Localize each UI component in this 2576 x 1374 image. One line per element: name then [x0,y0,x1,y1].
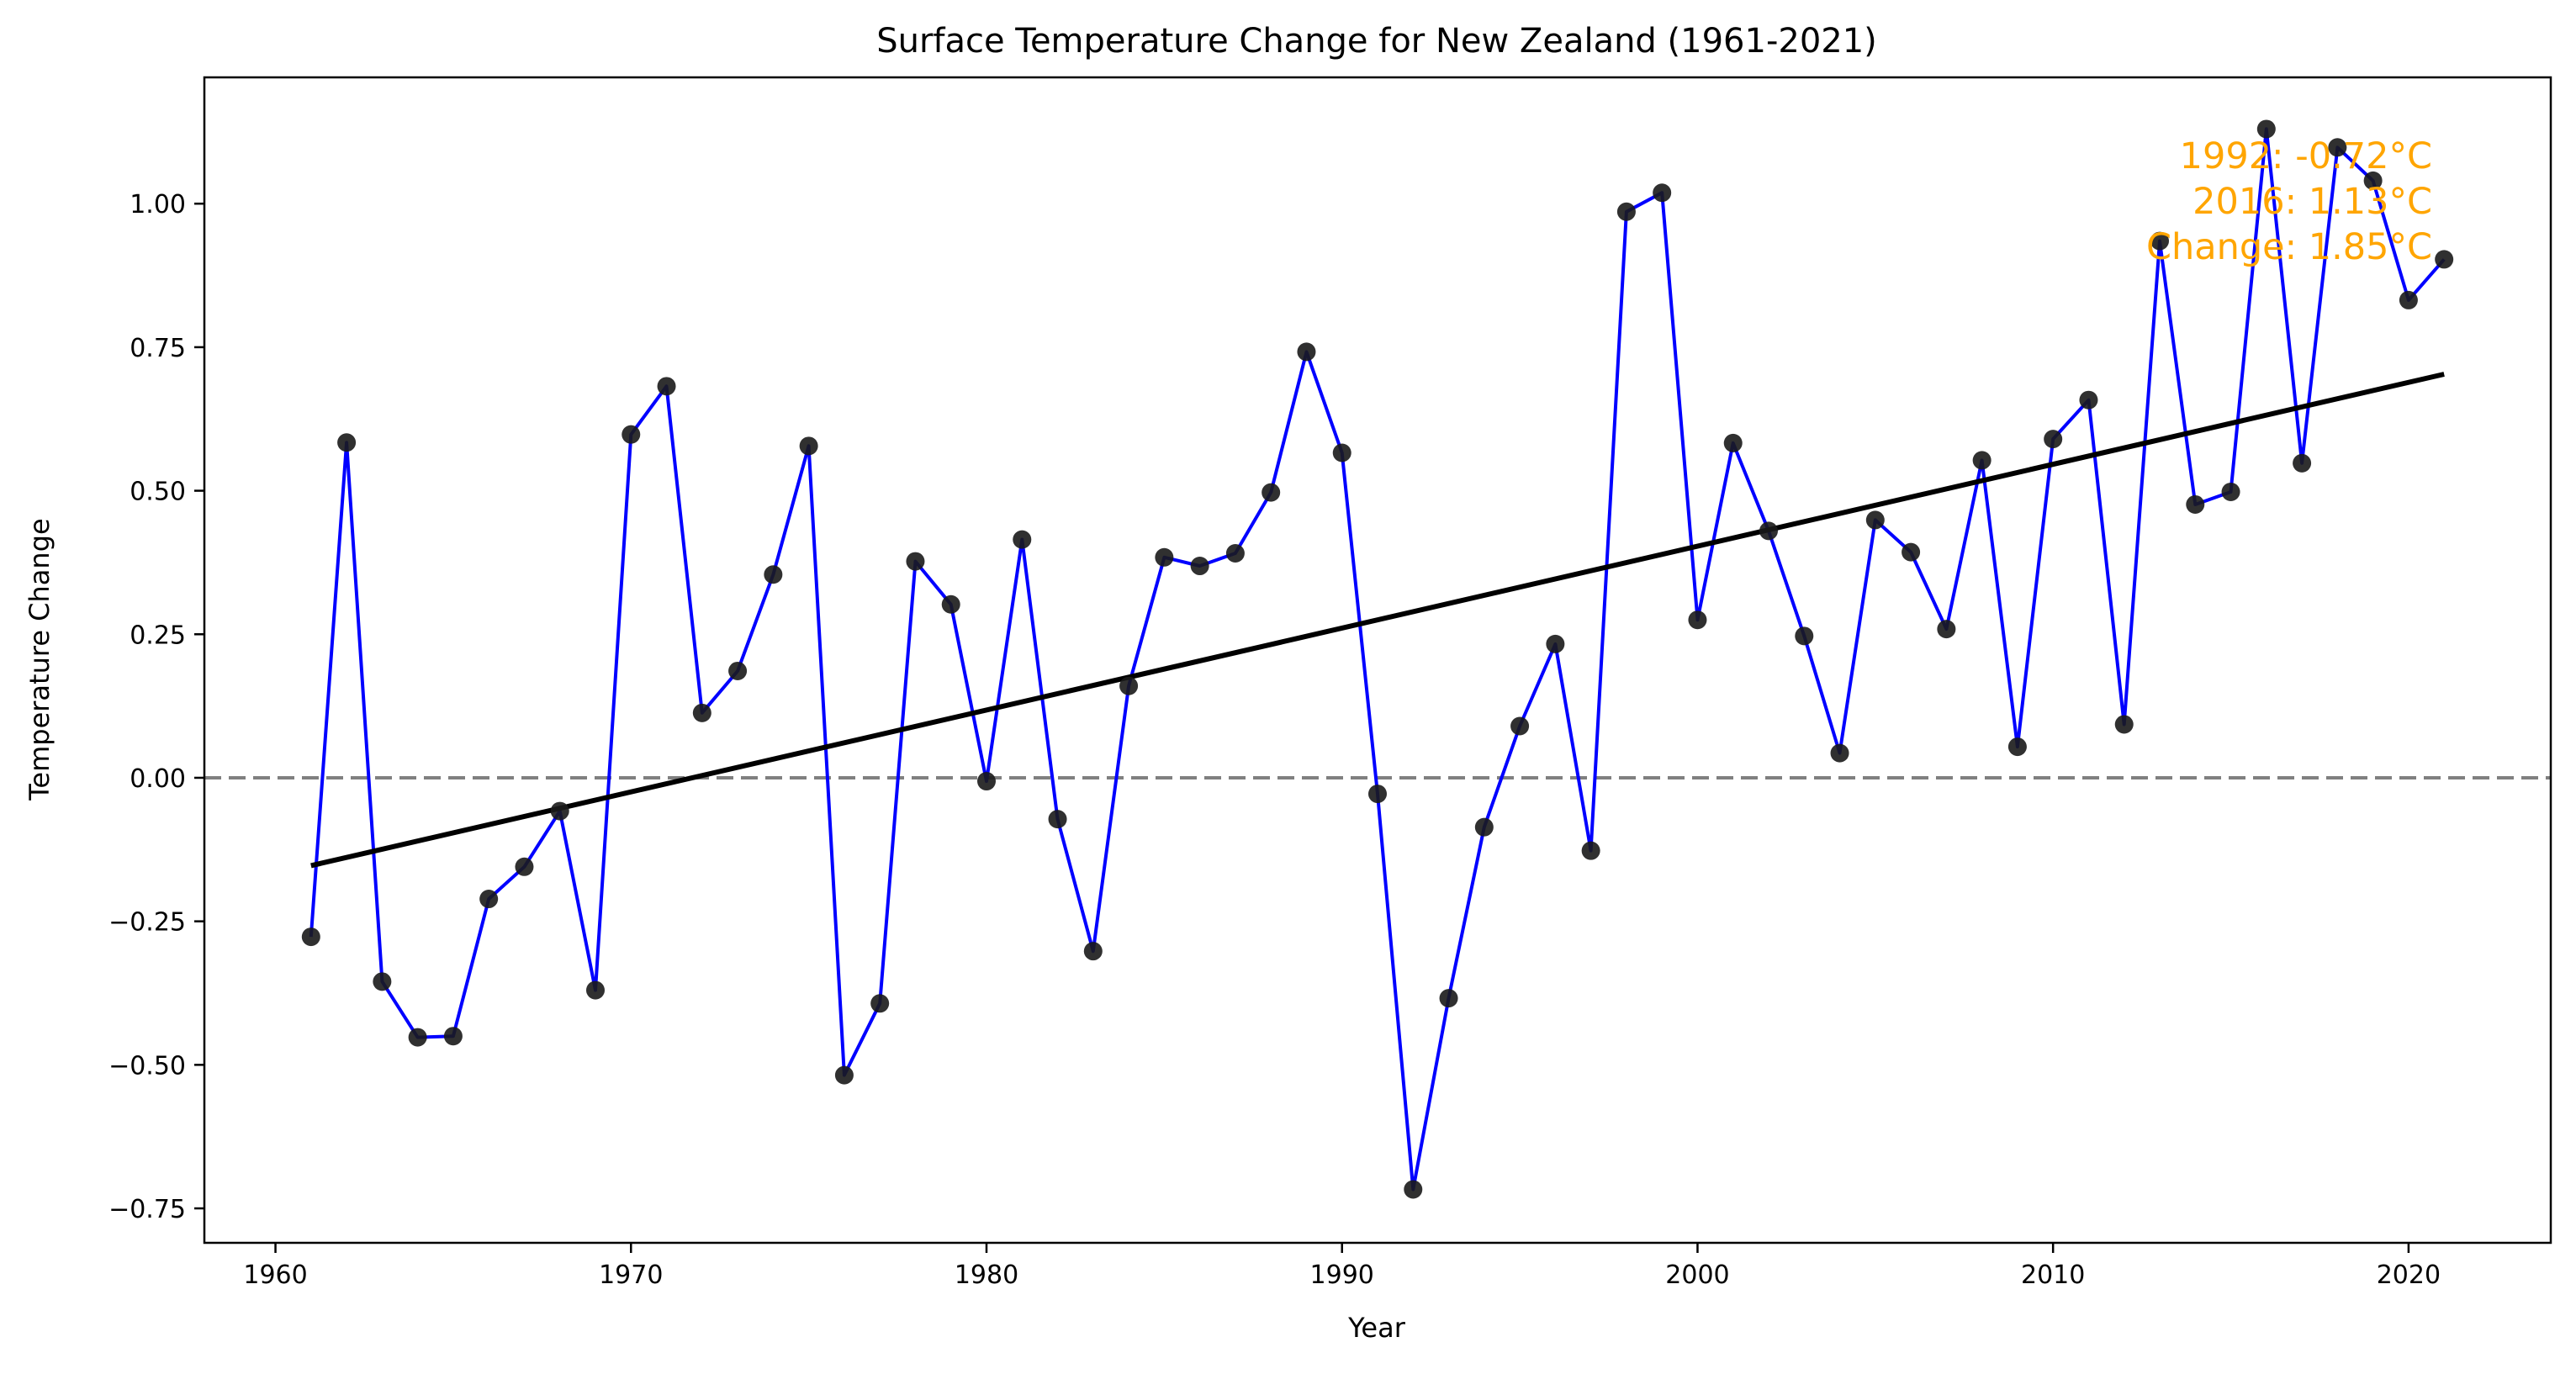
data-point [1616,202,1636,221]
data-point [2328,138,2347,157]
data-point [1688,610,1707,630]
data-point [1795,626,1814,646]
data-point [657,377,676,396]
y-tick-label: 0.50 [130,478,186,507]
data-point [2079,390,2098,410]
x-tick-label: 1970 [599,1260,663,1290]
data-point [622,425,641,444]
data-point [834,1065,854,1085]
data-point [1190,557,1209,576]
x-tick-label: 1980 [955,1260,1018,1290]
data-point [1581,841,1600,860]
data-point [586,980,605,1000]
data-point [1865,510,1885,530]
data-point [1474,817,1494,837]
data-point [373,972,392,991]
x-tick-label: 2000 [1665,1260,1729,1290]
data-point [2293,453,2312,473]
data-point [1048,810,1067,829]
x-tick-label: 2010 [2021,1260,2085,1290]
data-point [2114,715,2134,734]
data-point [764,565,783,584]
data-point [1262,483,1281,502]
x-tick-label: 1990 [1310,1260,1374,1290]
data-point [799,436,818,456]
data-point [2435,250,2454,269]
data-point [941,595,960,614]
y-tick-label: 0.75 [130,334,186,363]
data-point [1332,443,1351,462]
data-point [301,927,320,947]
data-point [2150,231,2169,251]
data-point [870,994,890,1013]
data-point [692,703,711,722]
data-point [1439,989,1458,1008]
annotation: 1992: -0.72°C 2016: 1.13°C Change: 1.85°… [2146,135,2432,268]
trend-line [310,372,2445,869]
axes-frame [203,76,2552,1245]
x-axis-label: Year [1347,1312,1406,1344]
data-point [1013,530,1032,549]
y-axis-label: Temperature Change [24,518,56,801]
data-point [2186,494,2205,514]
data-point [1902,542,1921,562]
data-point [408,1028,427,1047]
y-tick-label: −0.50 [108,1051,186,1081]
x-tick-label: 2020 [2377,1260,2441,1290]
data-point [1830,743,1849,763]
data-point [1972,451,1992,470]
y-tick-label: 0.00 [130,764,186,794]
data-point [1510,716,1530,736]
data-point [1546,634,1565,653]
y-tick-label: 0.25 [130,621,186,650]
x-tick-label: 1960 [243,1260,307,1290]
data-point [1225,544,1245,563]
data-point [1937,620,1956,639]
data-point [1653,183,1672,203]
data-point [906,552,925,571]
plot-area: 1960 1970 1980 1990 2000 2010 2020 −0.75 −0.50 −0… [108,76,2552,1290]
data-point [337,433,357,452]
annotation-line: 2016: 1.13°C [2193,181,2432,223]
data-point [2399,290,2418,309]
data-point [1297,342,1316,362]
y-tick-label: −0.75 [108,1195,186,1224]
data-point [1759,521,1778,541]
data-point [977,772,996,791]
data-point [2256,119,2276,139]
data-point [728,661,748,680]
y-tick-label: −0.25 [108,908,186,938]
data-point [2221,482,2240,501]
annotation-line: 1992: -0.72°C [2180,135,2432,177]
annotation-line: Change: 1.85°C [2146,226,2432,268]
data-point [1083,942,1103,961]
data-point [2044,430,2063,449]
data-point [1155,547,1174,567]
data-point [443,1027,463,1046]
chart-title: Surface Temperature Change for New Zeala… [876,22,1877,61]
data-point [2007,737,2027,757]
data-point [1119,676,1139,695]
y-tick-label: 1.00 [130,190,186,219]
data-point [1404,1180,1423,1199]
data-point [515,857,534,876]
data-point [2363,171,2383,190]
data-point [1723,433,1743,452]
data-point [1368,785,1387,804]
data-point [479,890,499,909]
data-point [550,801,569,821]
